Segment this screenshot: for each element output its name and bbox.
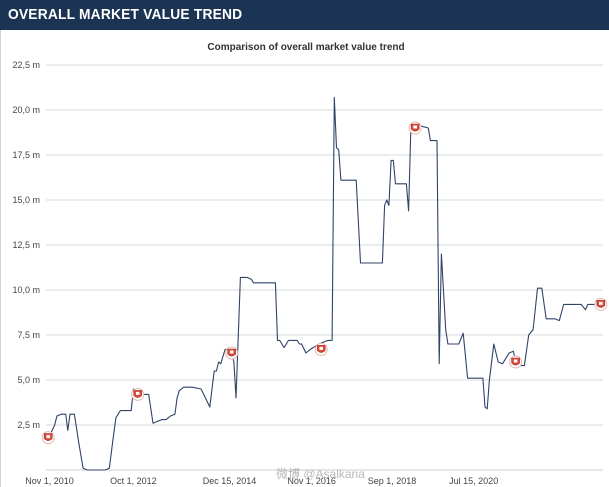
series-line-layer (45, 96, 601, 471)
y-tick-label: 15,0 m (12, 195, 40, 205)
y-tick-label: 2,5 m (17, 420, 40, 430)
club-badge-marker[interactable] (225, 346, 239, 360)
watermark: 微博 @Asalkana (276, 467, 365, 481)
y-tick-label: 10,0 m (12, 285, 40, 295)
y-tick-label: 22,5 m (12, 60, 40, 70)
y-tick-label: 17,5 m (12, 150, 40, 160)
club-badge-marker[interactable] (131, 387, 145, 401)
x-tick-label: Dec 15, 2014 (203, 476, 257, 486)
chart-panel: Comparison of overall market value trend… (0, 30, 609, 487)
club-badge-marker[interactable] (594, 297, 608, 311)
market-value-chart: Comparison of overall market value trend… (12, 42, 608, 486)
y-tick-label: 7,5 m (17, 330, 40, 340)
y-axis-ticks: 2,5 m 5,0 m 7,5 m 10,0 m 12,5 m 15,0 m 17,5 m 2… (12, 60, 40, 430)
grid-lines (46, 64, 603, 471)
chart-title: Comparison of overall market value trend (207, 42, 404, 53)
x-tick-label: Nov 1, 2010 (25, 476, 74, 486)
club-badge-marker[interactable] (509, 355, 523, 369)
club-badge-marker[interactable] (41, 431, 55, 445)
section-title: OVERALL MARKET VALUE TREND (8, 6, 243, 23)
x-tick-label: Jul 15, 2020 (449, 476, 498, 486)
x-axis-ticks: Nov 1, 2010 Oct 1, 2012 Dec 15, 2014 Nov 1,… (25, 476, 498, 486)
x-tick-label: Nov 1, 2016 (287, 476, 336, 486)
section-header: OVERALL MARKET VALUE TREND (0, 0, 609, 32)
x-tick-label: Sep 1, 2018 (368, 476, 417, 486)
club-markers (41, 121, 608, 445)
y-tick-label: 12,5 m (12, 240, 40, 250)
y-tick-label: 20,0 m (12, 105, 40, 115)
series-line (45, 96, 601, 471)
x-tick-label: Oct 1, 2012 (110, 476, 157, 486)
club-badge-marker[interactable] (408, 121, 422, 135)
club-badge-marker[interactable] (314, 342, 328, 356)
y-tick-label: 5,0 m (17, 375, 40, 385)
